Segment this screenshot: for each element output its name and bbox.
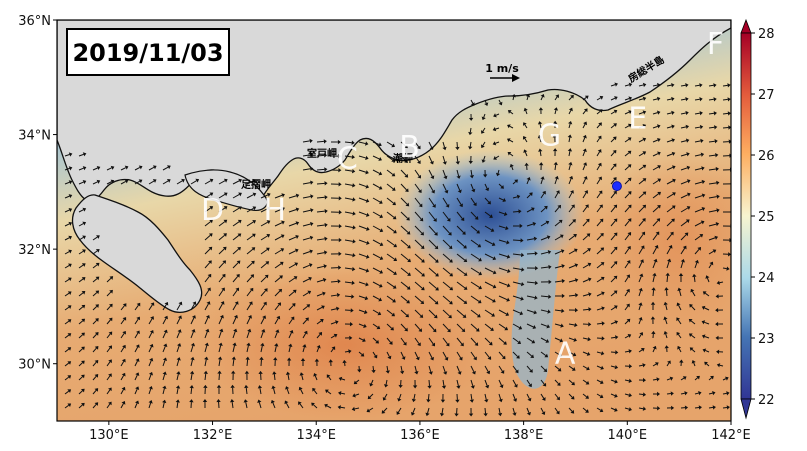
current-vector xyxy=(639,394,643,395)
current-vector xyxy=(470,128,471,132)
current-vector xyxy=(653,290,654,296)
current-vector xyxy=(341,407,345,408)
lat-tick-label: 32°N xyxy=(18,243,51,258)
current-vector xyxy=(373,366,374,370)
date-label: 2019/11/03 xyxy=(72,39,223,67)
lon-tick-label: 142°E xyxy=(711,428,751,443)
current-vector xyxy=(723,113,728,114)
current-vector xyxy=(317,169,324,170)
current-vector xyxy=(723,99,728,100)
site-marker-g: G xyxy=(538,119,561,154)
colorbar-tick-label: 22 xyxy=(758,393,775,408)
current-vector xyxy=(345,296,351,297)
current-vector xyxy=(723,85,728,86)
colorbar-gradient xyxy=(741,33,751,399)
colorbar-tick-label: 23 xyxy=(758,332,775,347)
current-vector xyxy=(331,281,338,282)
lon-tick-label: 134°E xyxy=(296,428,336,443)
current-vector xyxy=(317,141,324,142)
current-vector xyxy=(709,85,714,86)
current-vector xyxy=(527,253,535,254)
current-vector xyxy=(191,388,192,394)
warm-patch-east xyxy=(600,150,760,330)
date-box: 2019/11/03 xyxy=(67,29,229,75)
colorbar-tick-label: 27 xyxy=(758,88,775,103)
colorbar-tick-label: 26 xyxy=(758,149,775,164)
current-vector xyxy=(485,408,486,413)
site-marker-b: B xyxy=(399,130,420,165)
station-marker xyxy=(612,182,621,191)
lon-tick-label: 138°E xyxy=(504,428,544,443)
longitude-axis: 130°E 132°E 134°E 136°E 138°E 140°E 142°E xyxy=(89,421,751,443)
lon-tick-label: 132°E xyxy=(193,428,233,443)
current-vector xyxy=(429,380,430,386)
current-vector xyxy=(639,408,643,409)
colorbar-bottom-extend xyxy=(741,399,751,418)
site-marker-a: A xyxy=(555,336,576,371)
colorbar: 22 23 24 25 26 27 28 xyxy=(741,20,775,418)
current-vector xyxy=(428,394,429,400)
current-vector xyxy=(513,211,519,212)
current-vector xyxy=(723,393,727,394)
current-vector xyxy=(317,197,325,198)
current-vector xyxy=(694,277,695,282)
lat-tick-label: 34°N xyxy=(18,129,51,144)
colorbar-tick-label: 28 xyxy=(758,27,775,42)
scale-arrow-label: 1 m/s xyxy=(485,62,519,75)
current-vector xyxy=(723,268,727,269)
map-area xyxy=(57,20,760,421)
lon-tick-label: 130°E xyxy=(89,428,129,443)
site-marker-h: H xyxy=(263,193,286,228)
current-vector xyxy=(723,407,727,408)
site-marker-f: F xyxy=(707,27,724,62)
current-vector xyxy=(597,323,602,324)
colorbar-ticks: 22 23 24 25 26 27 28 xyxy=(751,27,775,408)
current-vector xyxy=(345,351,349,352)
current-vector xyxy=(695,407,699,408)
current-vector xyxy=(709,99,714,100)
lon-tick-label: 136°E xyxy=(400,428,440,443)
current-vector xyxy=(583,309,589,310)
site-marker-c: C xyxy=(337,141,358,176)
latitude-axis: 36°N 34°N 32°N 30°N xyxy=(18,14,57,373)
current-vector xyxy=(247,360,248,366)
current-vector xyxy=(666,290,667,296)
colorbar-top-extend xyxy=(741,20,751,33)
current-vector xyxy=(274,374,275,380)
site-marker-e: E xyxy=(628,101,647,136)
current-vector xyxy=(317,183,325,184)
colorbar-tick-label: 24 xyxy=(758,271,775,286)
current-vector xyxy=(611,337,615,338)
current-vector xyxy=(667,276,668,282)
current-vector xyxy=(653,379,657,380)
warm-eddy xyxy=(195,270,495,420)
lat-tick-label: 30°N xyxy=(18,358,51,373)
colorbar-tick-label: 25 xyxy=(758,210,775,225)
current-vector xyxy=(709,127,714,128)
current-vector xyxy=(709,407,713,408)
place-ashizuri-cape: 足摺岬 xyxy=(241,178,271,191)
current-vector xyxy=(709,113,714,114)
current-vector xyxy=(513,97,514,100)
lat-tick-label: 36°N xyxy=(18,14,51,29)
lon-tick-label: 140°E xyxy=(608,428,648,443)
place-muroto-cape: 室戸岬 xyxy=(307,147,337,160)
site-marker-d: D xyxy=(201,193,224,228)
